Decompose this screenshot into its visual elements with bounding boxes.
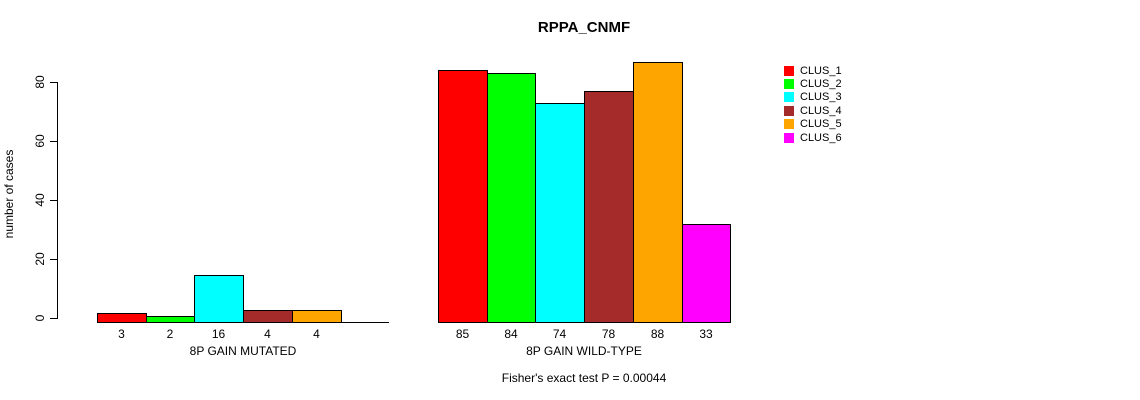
legend-label: CLUS_6: [800, 131, 842, 144]
legend-swatch: [784, 65, 794, 76]
legend-swatch: [784, 105, 794, 116]
y-tick-label: 60: [33, 134, 47, 148]
legend: CLUS_1 CLUS_2 CLUS_3 CLUS_4 CLUS_5 CLUS_6: [784, 64, 842, 144]
bar-clus_5: [633, 62, 683, 323]
bar-value-label: 2: [166, 327, 174, 341]
legend-item: CLUS_5: [784, 118, 842, 131]
bar-value-label: 4: [264, 327, 271, 341]
bar-clus_1: [97, 313, 147, 323]
bar-value-label: 16: [211, 327, 226, 341]
legend-item: CLUS_4: [784, 104, 842, 117]
group-label: 8P GAIN WILD-TYPE: [526, 344, 642, 358]
bar-value-label: 84: [504, 327, 518, 341]
bar-value-label: 4: [313, 327, 320, 341]
bar-clus_6: [682, 224, 731, 323]
legend-swatch: [784, 132, 794, 143]
y-tick: [50, 82, 57, 83]
y-axis-line: [57, 82, 58, 319]
bar-value-label: 74: [552, 327, 567, 341]
y-tick-label: 0: [33, 314, 47, 322]
y-tick-label: 80: [33, 75, 47, 89]
y-tick: [50, 318, 57, 319]
legend-item: CLUS_1: [784, 64, 842, 77]
y-tick: [50, 200, 57, 201]
bar-clus_2: [146, 316, 195, 323]
y-tick: [50, 259, 57, 260]
bar-clus_5: [292, 310, 342, 323]
bar-clus_4: [243, 310, 293, 323]
chart-title: RPPA_CNMF: [537, 19, 631, 36]
legend-item: CLUS_3: [784, 91, 842, 104]
legend-label: CLUS_1: [800, 64, 842, 77]
y-tick: [50, 141, 57, 142]
y-tick-label: 20: [33, 252, 47, 266]
legend-label: CLUS_3: [800, 91, 842, 104]
legend-item: CLUS_2: [784, 77, 842, 90]
legend-swatch: [784, 79, 794, 90]
bar-value-label: 78: [601, 327, 616, 341]
legend-label: CLUS_4: [800, 104, 842, 117]
legend-swatch: [784, 92, 794, 103]
bar-clus_2: [487, 73, 536, 323]
bar-value-label: 3: [118, 327, 125, 341]
fisher-test-note: Fisher's exact test P = 0.00044: [501, 371, 667, 385]
bar-clus_3: [194, 275, 244, 323]
bar-clus_3: [535, 103, 585, 323]
y-tick-label: 40: [33, 193, 47, 207]
bar-value-label: 33: [699, 327, 713, 341]
y-axis-label: number of cases: [2, 149, 16, 239]
legend-label: CLUS_2: [800, 78, 842, 91]
legend-label: CLUS_5: [800, 118, 842, 131]
bar-clus_1: [438, 70, 488, 323]
legend-item: CLUS_6: [784, 131, 842, 144]
bar-value-label: 88: [650, 327, 665, 341]
bar-clus_4: [584, 91, 634, 323]
legend-swatch: [784, 119, 794, 130]
group-label: 8P GAIN MUTATED: [189, 344, 297, 358]
bar-value-label: 85: [455, 327, 470, 341]
